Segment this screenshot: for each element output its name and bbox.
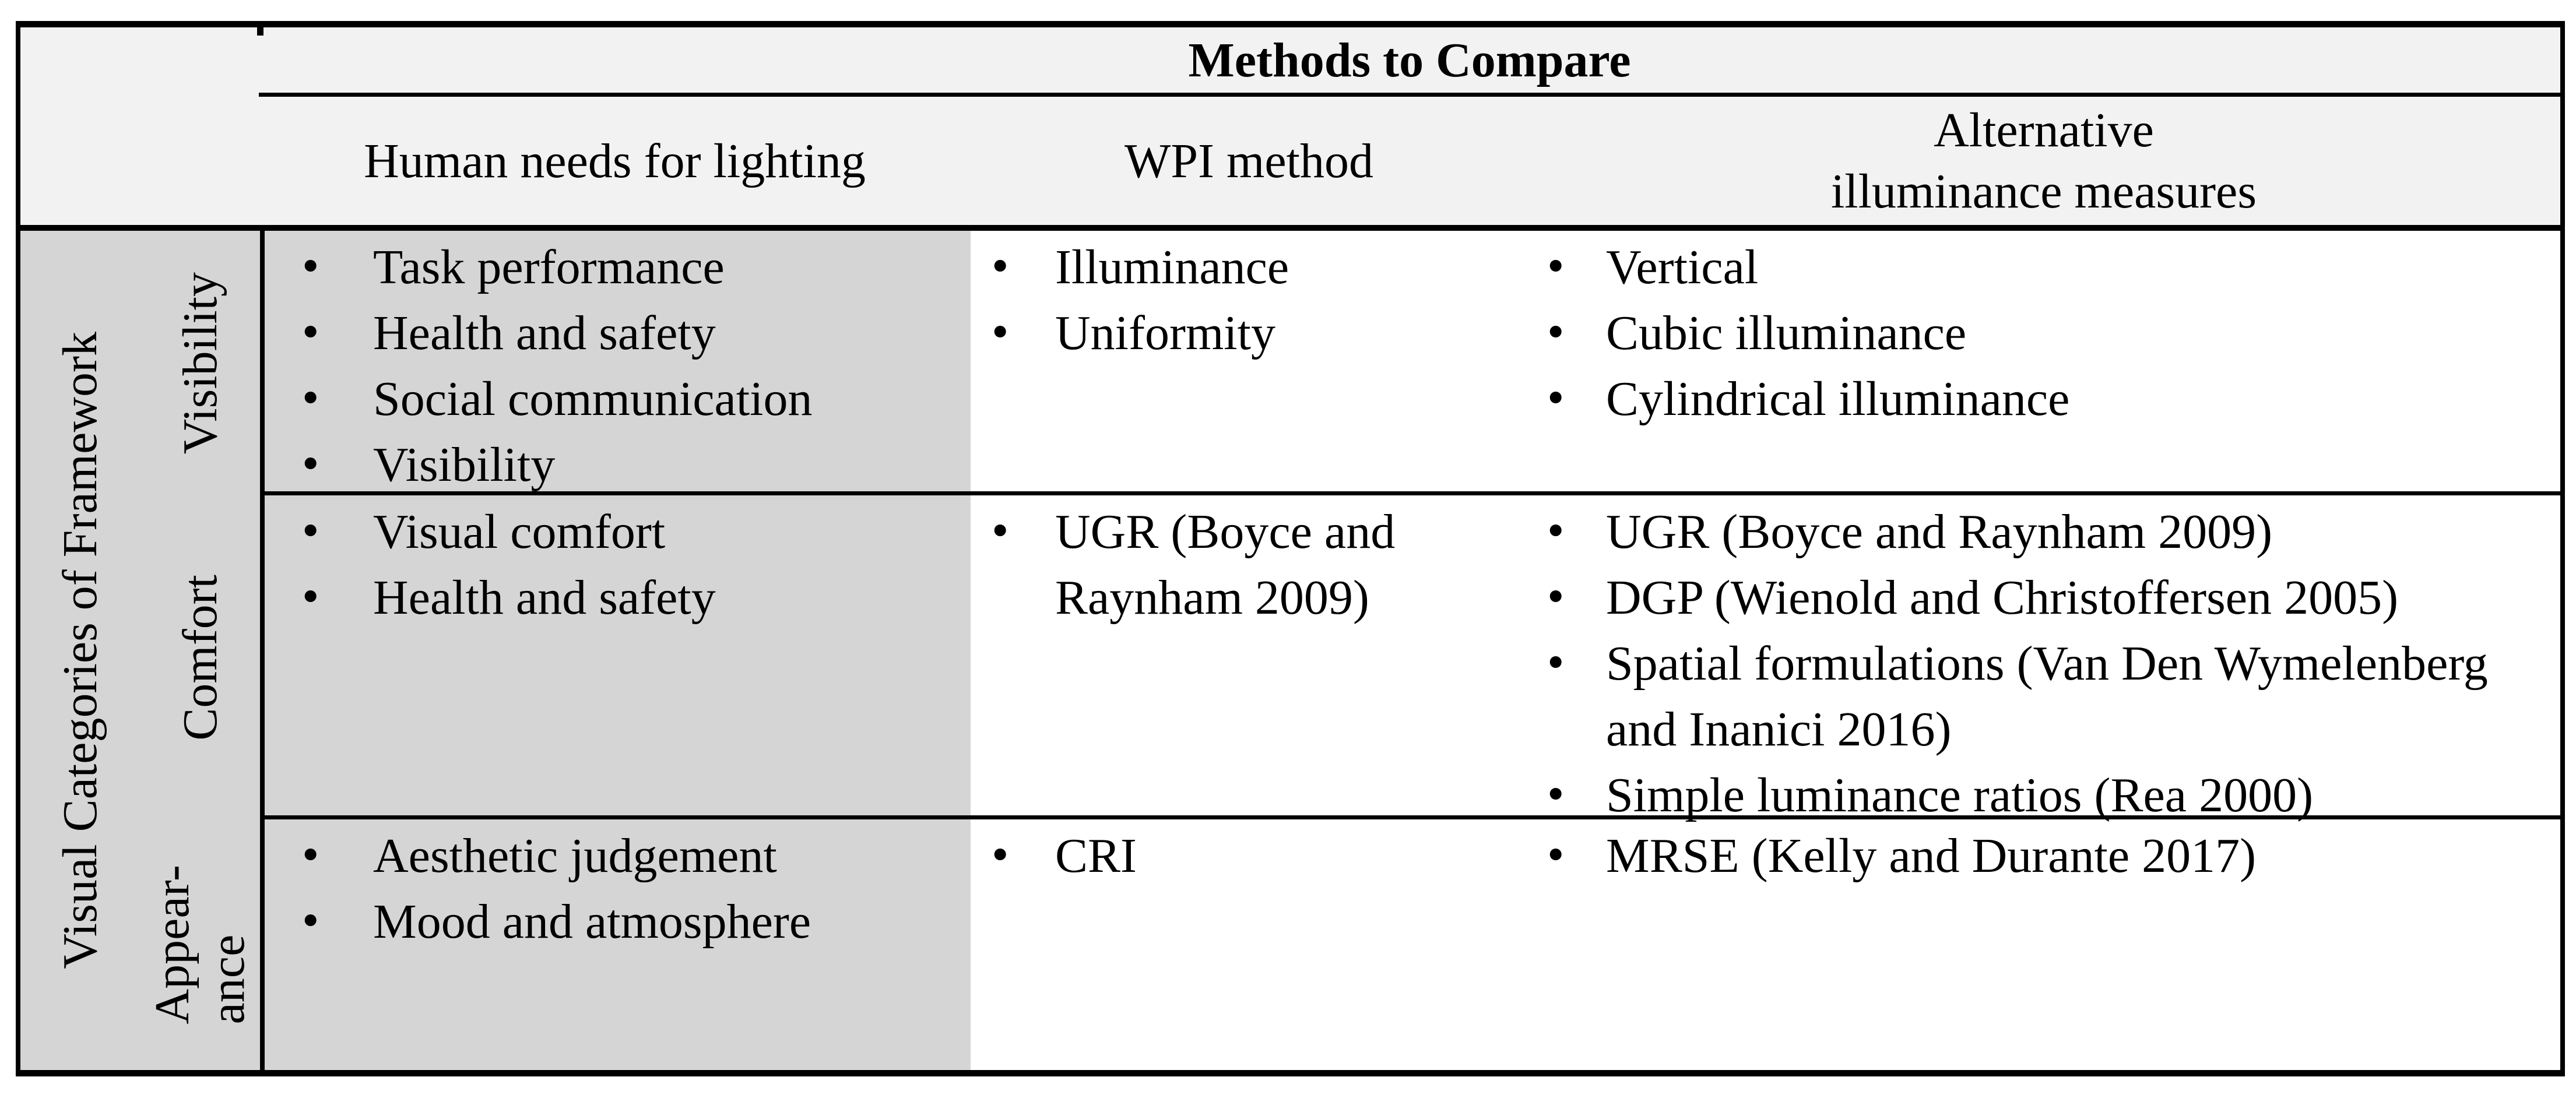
table-body: Visual Categories of Framework Visibilit… bbox=[20, 231, 2560, 1070]
appearance-wpi-cell: CRI bbox=[971, 819, 1527, 1070]
list-item: Task performance bbox=[265, 233, 971, 300]
column-header-wpi-method: WPI method bbox=[1124, 133, 1373, 188]
table-title: Methods to Compare bbox=[1188, 33, 1631, 87]
vertical-divider bbox=[260, 231, 265, 1070]
row-appearance: Aesthetic judgementMood and atmosphere C… bbox=[265, 819, 2560, 1070]
list-item: Visibility bbox=[265, 431, 971, 498]
visibility-human-needs-list: Task performanceHealth and safetySocial … bbox=[265, 231, 971, 498]
comparison-table: Methods to Compare Human needs for light… bbox=[16, 21, 2565, 1076]
table-content: Task performanceHealth and safetySocial … bbox=[265, 231, 2560, 1070]
appearance-wpi-list: CRI bbox=[971, 819, 1527, 889]
category-label-appearance: Appear- ance bbox=[145, 865, 255, 1025]
comfort-human-needs-list: Visual comfortHealth and safety bbox=[265, 495, 971, 631]
column-header-human-needs: Human needs for lighting bbox=[364, 133, 866, 188]
column-header-row: Human needs for lighting WPI method Alte… bbox=[20, 97, 2560, 225]
comfort-human-needs-cell: Visual comfortHealth and safety bbox=[265, 495, 971, 815]
row-separator bbox=[265, 491, 2560, 495]
category-cell-comfort: Comfort bbox=[140, 495, 260, 819]
list-item: Mood and atmosphere bbox=[265, 888, 971, 955]
comfort-alternative-list: UGR (Boyce and Raynham 2009)DGP (Wienold… bbox=[1527, 495, 2525, 828]
table-header: Methods to Compare Human needs for light… bbox=[20, 27, 2560, 225]
comfort-wpi-list: UGR (Boyce and Raynham 2009) bbox=[971, 495, 1527, 631]
header-body-separator bbox=[20, 225, 2560, 231]
list-item: Social communication bbox=[265, 365, 971, 432]
visibility-wpi-cell: IlluminanceUniformity bbox=[971, 231, 1527, 491]
list-item: Visual comfort bbox=[265, 498, 971, 565]
category-label-comfort: Comfort bbox=[173, 574, 227, 741]
list-item: UGR (Boyce and Raynham 2009) bbox=[971, 498, 1527, 631]
category-cell-appearance: Appear- ance bbox=[140, 819, 260, 1070]
appearance-alternative-list: MRSE (Kelly and Durante 2017) bbox=[1527, 819, 2525, 889]
list-item: Spatial formulations (Van Den Wymelenber… bbox=[1527, 629, 2525, 762]
list-item: CRI bbox=[971, 822, 1527, 889]
row-separator bbox=[265, 815, 2560, 819]
visibility-alternative-list: VerticalCubic illuminanceCylindrical ill… bbox=[1527, 231, 2525, 432]
appearance-human-needs-list: Aesthetic judgementMood and atmosphere bbox=[265, 819, 971, 955]
list-item: Cylindrical illuminance bbox=[1527, 365, 2525, 432]
framework-side-column: Visual Categories of Framework bbox=[20, 231, 140, 1070]
column-divider-tick bbox=[257, 27, 263, 36]
list-item: Simple luminance ratios (Rea 2000) bbox=[1527, 761, 2525, 828]
list-item: DGP (Wienold and Christoffersen 2005) bbox=[1527, 564, 2525, 631]
appearance-human-needs-cell: Aesthetic judgementMood and atmosphere bbox=[265, 819, 971, 1070]
list-item: Vertical bbox=[1527, 233, 2525, 300]
category-label-column: Visibility Comfort Appear- ance bbox=[140, 231, 260, 1070]
list-item: Health and safety bbox=[265, 299, 971, 366]
category-cell-visibility: Visibility bbox=[140, 231, 260, 495]
list-item: Cubic illuminance bbox=[1527, 299, 2525, 366]
category-label-visibility: Visibility bbox=[173, 272, 227, 455]
appearance-alternative-cell: MRSE (Kelly and Durante 2017) bbox=[1527, 819, 2560, 1070]
list-item: UGR (Boyce and Raynham 2009) bbox=[1527, 498, 2525, 565]
list-item: MRSE (Kelly and Durante 2017) bbox=[1527, 822, 2525, 889]
list-item: Aesthetic judgement bbox=[265, 822, 971, 889]
comfort-alternative-cell: UGR (Boyce and Raynham 2009)DGP (Wienold… bbox=[1527, 495, 2560, 827]
list-item: Health and safety bbox=[265, 564, 971, 631]
row-visibility: Task performanceHealth and safetySocial … bbox=[265, 231, 2560, 497]
list-item: Illuminance bbox=[971, 233, 1527, 300]
list-item: Uniformity bbox=[971, 299, 1527, 366]
visibility-wpi-list: IlluminanceUniformity bbox=[971, 231, 1527, 366]
comfort-wpi-cell: UGR (Boyce and Raynham 2009) bbox=[971, 495, 1527, 815]
framework-side-label: Visual Categories of Framework bbox=[53, 332, 107, 969]
column-header-alternative-measures: Alternative illuminance measures bbox=[1830, 103, 2257, 219]
visibility-alternative-cell: VerticalCubic illuminanceCylindrical ill… bbox=[1527, 231, 2560, 491]
visibility-human-needs-cell: Task performanceHealth and safetySocial … bbox=[265, 231, 971, 497]
row-comfort: Visual comfortHealth and safety UGR (Boy… bbox=[265, 495, 2560, 827]
table-title-row: Methods to Compare bbox=[259, 27, 2560, 97]
header-spacer bbox=[20, 97, 259, 225]
